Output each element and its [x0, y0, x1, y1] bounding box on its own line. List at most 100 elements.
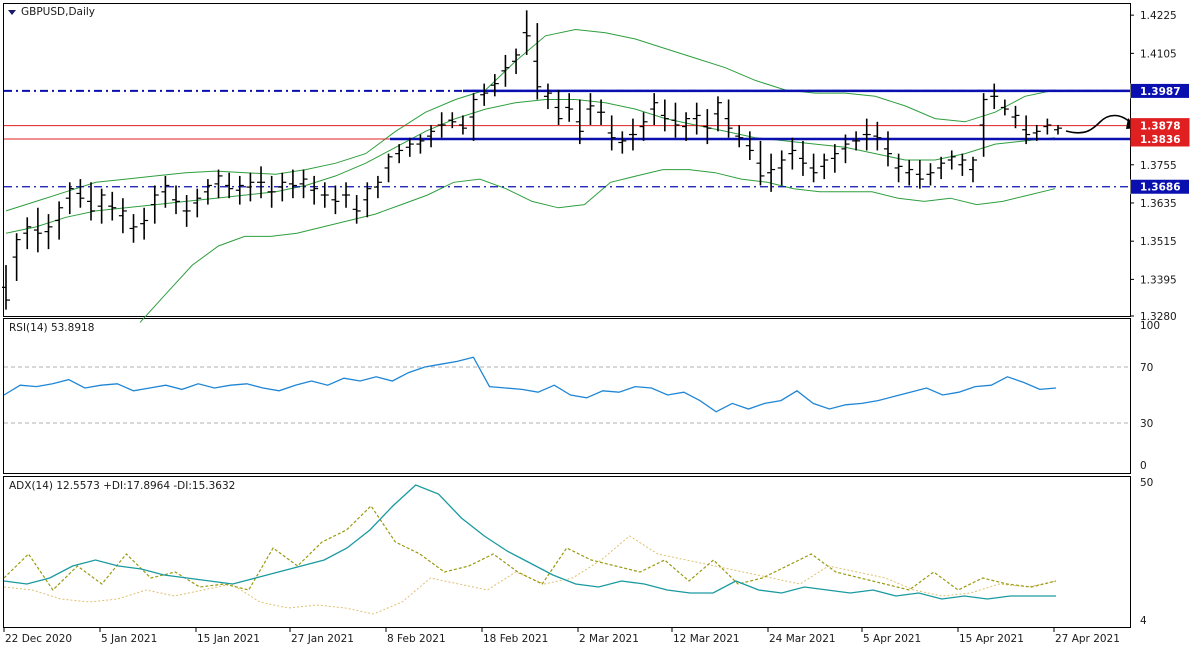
ohlc-bar: [1043, 118, 1052, 135]
badge-fill: [1131, 83, 1189, 98]
bollinger-upper-line: [5, 28, 1056, 212]
ohlc-bar: [798, 140, 807, 176]
triangle-down-icon[interactable]: [8, 10, 16, 15]
badge-label: 1.3836: [1140, 134, 1181, 146]
ohlc-bar: [607, 115, 616, 151]
ohlc-bar: [650, 93, 659, 125]
ohlc-bar: [968, 156, 977, 183]
ohlc-bar: [937, 156, 946, 180]
price-tick-label: 1.4225: [1140, 10, 1177, 22]
date-tick-label: 8 Feb 2021: [387, 633, 446, 645]
ohlc-bar: [639, 112, 648, 141]
price-badge: 1.3878: [1130, 118, 1190, 134]
ohlc-bar: [405, 137, 414, 157]
price-layer: 1.42251.41051.38751.37551.36351.35151.33…: [2, 10, 1190, 323]
ohlc-bar: [427, 124, 436, 148]
ohlc-bar: [172, 185, 181, 215]
price-badge: 1.3686: [1130, 179, 1190, 195]
ohlc-bar: [660, 99, 669, 132]
ohlc-bar: [554, 89, 563, 125]
ohlc-bar: [597, 99, 606, 125]
date-tick-label: 2 Mar 2021: [579, 633, 639, 645]
ohlc-bar: [97, 188, 106, 224]
ohlc-bar: [586, 93, 595, 125]
rsi-tick-label: 100: [1140, 320, 1160, 332]
ohlc-bar: [203, 179, 212, 205]
ohlc-bar: [820, 153, 829, 180]
ohlc-bar: [257, 166, 266, 199]
ohlc-bar: [182, 195, 191, 227]
ohlc-bar: [193, 188, 202, 218]
rsi-panel-frame: [3, 318, 1131, 474]
ohlc-bar: [129, 214, 138, 243]
ohlc-bar: [862, 118, 871, 151]
price-tick-label: 1.3755: [1140, 160, 1177, 172]
ohlc-bar: [873, 121, 882, 151]
ohlc-bar: [246, 172, 255, 202]
ohlc-bar: [87, 182, 96, 221]
ohlc-bar: [23, 217, 32, 250]
ohlc-bar: [267, 175, 276, 208]
ohlc-bar: [1032, 124, 1041, 141]
price-badge: 1.3987: [1130, 83, 1190, 99]
ohlc-bar: [809, 153, 818, 183]
ohlc-bar: [55, 201, 64, 240]
ohlc-bar: [958, 153, 967, 176]
ohlc-bar: [979, 93, 988, 157]
ohlc-bar: [756, 140, 765, 186]
rsi-tick-label: 0: [1140, 460, 1147, 472]
ohlc-bar: [2, 265, 10, 310]
ohlc-bar: [342, 182, 351, 208]
ohlc-bar: [448, 112, 457, 129]
ohlc-bar: [108, 191, 117, 221]
ohlc-bar: [692, 102, 701, 135]
adx-tick-label: 50: [1140, 477, 1153, 489]
rsi-tick-label: 70: [1140, 362, 1153, 374]
ohlc-bar: [830, 144, 839, 173]
ohlc-bar: [682, 112, 691, 141]
rsi-line: [3, 356, 1057, 413]
ohlc-bar: [76, 179, 85, 208]
date-tick-label: 15 Jan 2021: [197, 633, 260, 645]
symbol-label: GBPUSD,Daily: [21, 6, 95, 18]
ohlc-bar: [225, 172, 234, 199]
ohlc-bar: [384, 153, 393, 183]
ohlc-bar: [278, 172, 287, 202]
ohlc-bar: [618, 131, 627, 154]
ohlc-bar: [841, 134, 850, 164]
ohlc-bar: [522, 10, 531, 55]
ohlc-bar: [852, 131, 861, 151]
projection-arrow-line: [1065, 114, 1133, 134]
ohlc-bar: [352, 195, 361, 224]
adx-tick-label: 4: [1140, 615, 1147, 627]
price-tick-label: 1.3395: [1140, 274, 1177, 286]
price-tick-label: 1.3515: [1140, 236, 1177, 248]
rsi-tick-label: 30: [1140, 418, 1153, 430]
ohlc-bar: [745, 131, 754, 160]
plus-di-line: [3, 505, 1057, 591]
ohlc-bar: [373, 175, 382, 199]
ohlc-bar: [480, 83, 489, 106]
price-panel-frame: [3, 3, 1131, 317]
adx-label: ADX(14) 12.5573 +DI:17.8964 -DI:15.3632: [9, 480, 235, 492]
price-tick-label: 1.4105: [1140, 48, 1177, 60]
ohlc-bar: [543, 83, 552, 110]
ohlc-bar: [363, 182, 372, 218]
date-tick-label: 15 Apr 2021: [959, 633, 1024, 645]
ohlc-bar: [469, 93, 478, 141]
ohlc-bar: [33, 207, 42, 253]
ohlc-bar: [565, 93, 574, 122]
price-badge: 1.3836: [1130, 131, 1190, 147]
bollinger-mid-line: [5, 99, 1056, 234]
ohlc-bar: [150, 185, 159, 224]
ohlc-bar: [140, 207, 149, 240]
ohlc-bar: [575, 99, 584, 145]
ohlc-bar: [1000, 99, 1009, 116]
ohlc-bar: [735, 124, 744, 148]
ohlc-bar: [1022, 115, 1031, 145]
ohlc-bar: [990, 83, 999, 110]
ohlc-bar: [777, 150, 786, 186]
ohlc-bar: [118, 198, 127, 234]
ohlc-bar: [533, 23, 542, 100]
